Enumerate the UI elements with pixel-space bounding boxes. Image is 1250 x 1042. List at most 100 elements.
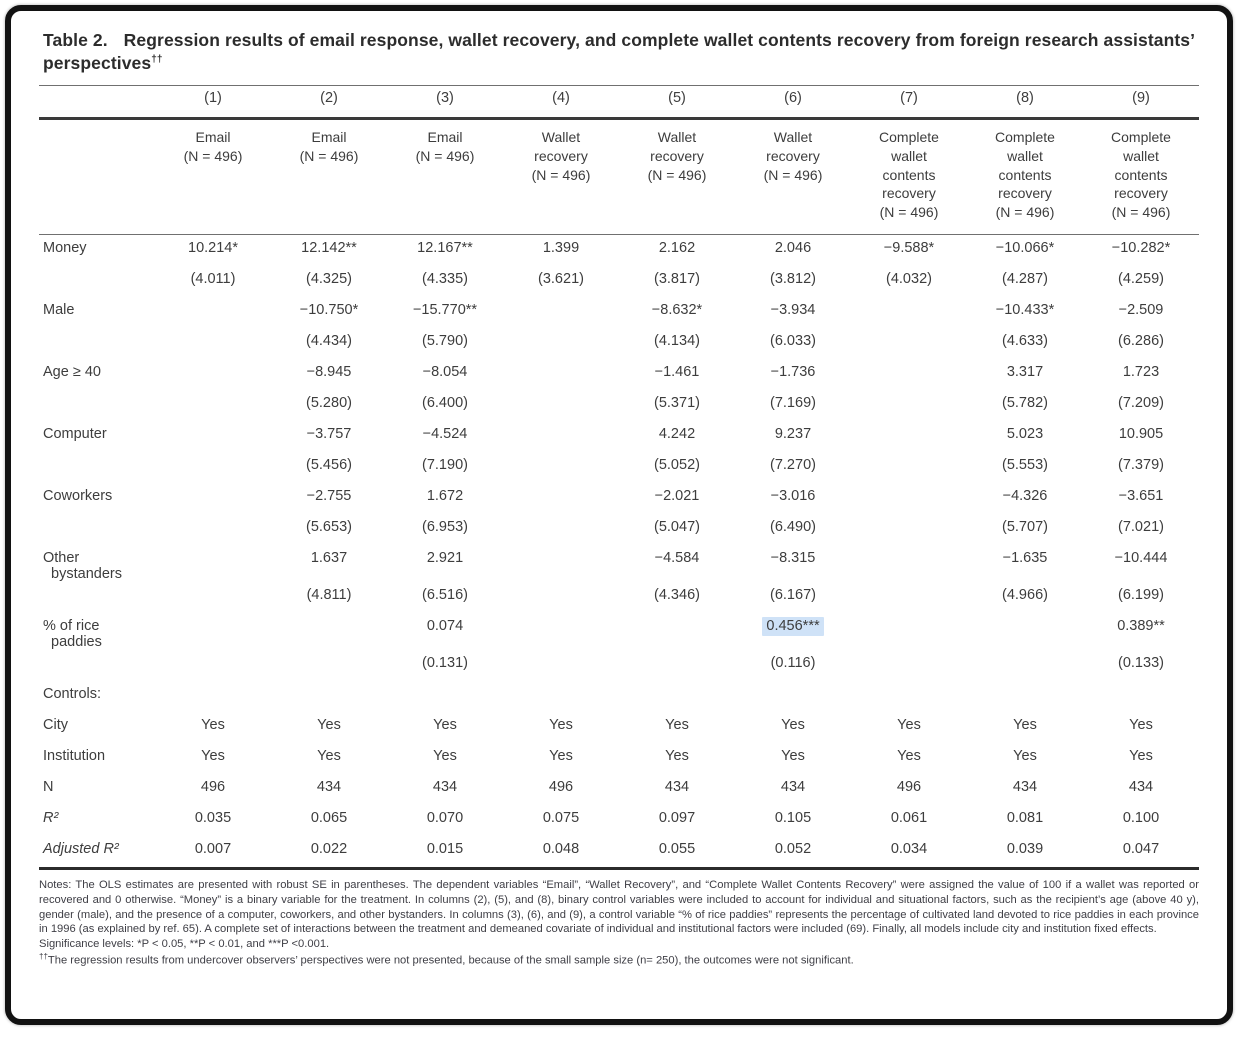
table-row: Computer −3.757 −4.524 4.242 9.237 5.023 10.90… — [39, 421, 1199, 452]
value-cell: Yes — [781, 716, 805, 733]
se-cell: (7.021) — [1118, 518, 1164, 535]
table-title: Table 2. Regression results of email resp… — [43, 29, 1199, 75]
column-header: Complete wallet contents recovery (N = 4… — [1111, 129, 1171, 221]
value-cell: 0.105 — [774, 809, 812, 826]
value-cell: Yes — [317, 716, 341, 733]
value-cell — [155, 613, 271, 618]
column-number: (2) — [320, 90, 338, 107]
table-row: N 496 434 434 496 434 434 496 434 434 — [39, 774, 1199, 805]
value-cell: Yes — [433, 747, 457, 764]
table-row: Other bystanders 1.637 2.921 −4.584 −8.315 −1… — [39, 545, 1199, 582]
se-cell: (4.134) — [654, 332, 700, 349]
table-row: Age ≥ 40 −8.945 −8.054 −1.461 −1.736 3.317 1.7… — [39, 359, 1199, 390]
value-cell: 1.672 — [426, 487, 464, 504]
table-number: Table 2. — [43, 30, 108, 50]
value-cell: 0.097 — [658, 809, 696, 826]
se-cell: (5.782) — [1002, 394, 1048, 411]
value-cell — [619, 613, 735, 618]
value-cell: −10.066* — [995, 239, 1055, 256]
se-cell: (4.259) — [1118, 270, 1164, 287]
dagger-note-text: The regression results from undercover o… — [47, 954, 854, 967]
value-cell — [851, 545, 967, 550]
column-header: Complete wallet contents recovery (N = 4… — [995, 129, 1055, 221]
row-label — [39, 390, 155, 395]
se-cell: (6.490) — [770, 518, 816, 535]
rule-under-headers — [39, 233, 1199, 235]
value-cell: 0.007 — [194, 840, 232, 857]
column-number: (6) — [784, 90, 802, 107]
se-cell: (0.133) — [1118, 654, 1164, 671]
value-cell: Yes — [665, 747, 689, 764]
se-cell — [619, 650, 735, 655]
value-cell — [967, 681, 1083, 686]
value-cell: 12.167** — [417, 239, 473, 256]
value-cell — [851, 613, 967, 618]
value-cell: 2.162 — [658, 239, 696, 256]
value-cell: 434 — [432, 778, 458, 795]
value-cell: 0.074 — [426, 617, 464, 634]
value-cell: Yes — [1013, 716, 1037, 733]
se-cell: (4.287) — [1002, 270, 1048, 287]
row-label: Money — [43, 239, 87, 256]
value-cell: 434 — [1012, 778, 1038, 795]
se-cell: (6.167) — [770, 586, 816, 603]
value-cell: 4.242 — [658, 425, 696, 442]
se-cell: (5.047) — [654, 518, 700, 535]
se-row: (5.653) (6.953) (5.047) (6.490) (5.707) (7.02… — [39, 514, 1199, 545]
se-cell: (7.270) — [770, 456, 816, 473]
se-cell — [851, 328, 967, 333]
value-cell: 5.023 — [1006, 425, 1044, 442]
value-cell: 496 — [548, 778, 574, 795]
value-cell: 0.061 — [890, 809, 928, 826]
value-cell — [387, 681, 503, 686]
value-cell: −8.945 — [306, 363, 352, 380]
column-header: Email (N = 496) — [415, 129, 475, 164]
value-cell — [155, 483, 271, 488]
value-cell: −8.632* — [651, 301, 703, 318]
value-cell: 0.022 — [310, 840, 348, 857]
se-cell: (4.335) — [422, 270, 468, 287]
value-cell — [619, 681, 735, 686]
row-label — [39, 328, 155, 333]
title-dagger: †† — [151, 54, 163, 66]
corner-cell — [39, 86, 155, 93]
se-cell — [851, 514, 967, 519]
value-cell — [1083, 681, 1199, 686]
se-cell: (6.033) — [770, 332, 816, 349]
value-cell — [851, 297, 967, 302]
se-cell: (7.209) — [1118, 394, 1164, 411]
se-cell — [155, 328, 271, 333]
value-cell: 0.070 — [426, 809, 464, 826]
value-cell: −15.770** — [412, 301, 478, 318]
regression-table: (1) (2) (3) (4) (5) (6) (7) (8) (9) Email (N = 4… — [39, 85, 1199, 870]
se-cell — [155, 390, 271, 395]
value-cell: 10.905 — [1118, 425, 1164, 442]
value-cell — [851, 483, 967, 488]
se-cell: (6.953) — [422, 518, 468, 535]
row-label: Other bystanders — [43, 549, 122, 582]
se-row: (4.011) (4.325) (4.335) (3.621) (3.817) (3.81… — [39, 266, 1199, 297]
column-number: (7) — [900, 90, 918, 107]
se-cell: (4.346) — [654, 586, 700, 603]
value-cell: −10.750* — [299, 301, 359, 318]
value-cell: Yes — [549, 716, 573, 733]
se-cell: (5.456) — [306, 456, 352, 473]
value-cell: Yes — [897, 747, 921, 764]
se-cell — [155, 582, 271, 587]
value-cell: 0.389** — [1117, 617, 1165, 634]
highlighted-cell: 0.456*** — [762, 616, 824, 636]
row-label: Coworkers — [43, 487, 113, 504]
se-row: (0.131) (0.116) (0.133) — [39, 650, 1199, 681]
column-header: Complete wallet contents recovery (N = 4… — [879, 129, 939, 221]
value-cell — [503, 483, 619, 488]
se-cell: (6.199) — [1118, 586, 1164, 603]
value-cell: 0.100 — [1122, 809, 1160, 826]
value-cell: 9.237 — [774, 425, 812, 442]
value-cell: Yes — [201, 747, 225, 764]
row-label — [39, 650, 155, 655]
se-row: (5.280) (6.400) (5.371) (7.169) (5.782) (7.20… — [39, 390, 1199, 421]
value-cell: Yes — [201, 716, 225, 733]
value-cell: −3.757 — [306, 425, 352, 442]
value-cell — [503, 359, 619, 364]
se-cell: (5.790) — [422, 332, 468, 349]
